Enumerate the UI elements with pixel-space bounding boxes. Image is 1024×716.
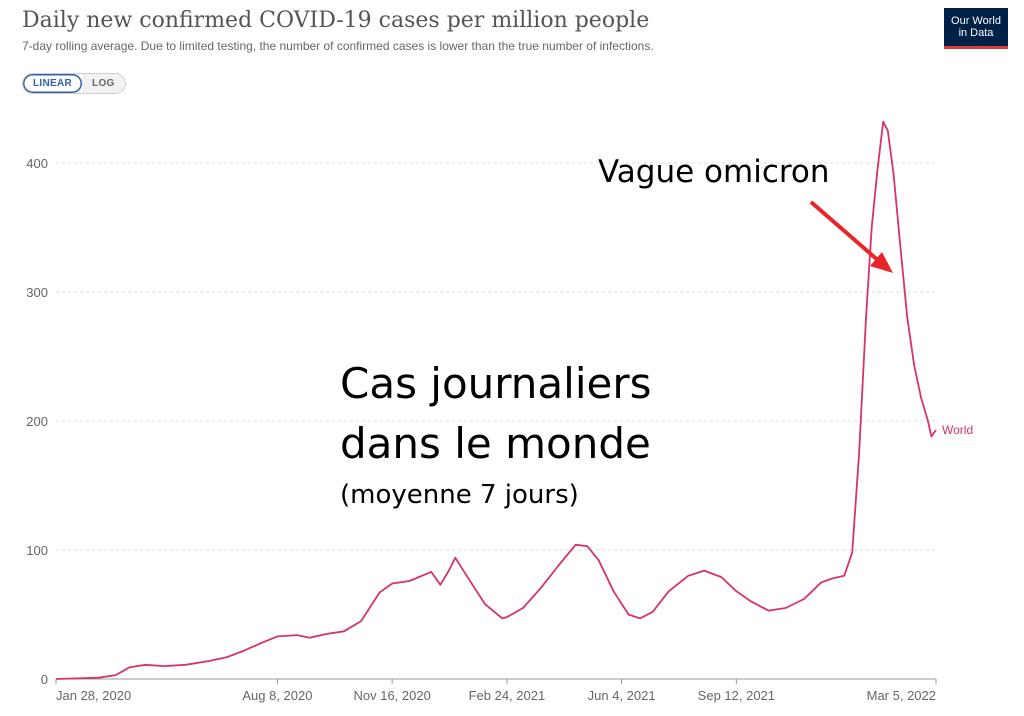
owid-logo[interactable]: Our World in Data bbox=[944, 8, 1008, 49]
x-tick-label: Feb 24, 2021 bbox=[469, 688, 546, 703]
x-tick-label: Jan 28, 2020 bbox=[56, 688, 131, 703]
logo-line1: Our World bbox=[951, 15, 1001, 27]
y-tick-label: 0 bbox=[41, 672, 48, 687]
omicron-arrow-shaft bbox=[809, 200, 882, 264]
y-tick-label: 300 bbox=[26, 285, 48, 300]
y-tick-label: 400 bbox=[26, 156, 48, 171]
linear-scale-button[interactable]: LINEAR bbox=[23, 74, 83, 93]
series-line-world[interactable] bbox=[55, 120, 937, 680]
x-axis-ticks: Jan 28, 2020 Aug 8, 2020 Nov 16, 2020 Feb 2… bbox=[55, 679, 937, 703]
log-scale-button[interactable]: LOG bbox=[82, 74, 125, 93]
y-tick-label: 200 bbox=[26, 414, 48, 429]
x-tick-label: Mar 5, 2022 bbox=[867, 688, 936, 703]
series-layer: World bbox=[55, 120, 973, 680]
grid-lines bbox=[56, 162, 936, 551]
logo-line2: in Data bbox=[958, 27, 994, 39]
x-tick-label: Sep 12, 2021 bbox=[698, 688, 775, 703]
x-tick-label: Aug 8, 2020 bbox=[242, 688, 312, 703]
y-axis-ticks: 0 100 200 300 400 bbox=[26, 156, 48, 687]
omicron-annotation: Vague omicron bbox=[598, 154, 830, 190]
x-tick-label: Jun 4, 2021 bbox=[588, 688, 656, 703]
main-annotation-line3: (moyenne 7 jours) bbox=[340, 480, 579, 510]
x-tick-label: Nov 16, 2020 bbox=[353, 688, 430, 703]
omicron-arrow-head bbox=[870, 252, 893, 273]
y-tick-label: 100 bbox=[26, 543, 48, 558]
chart-title: Daily new confirmed COVID-19 cases per m… bbox=[22, 8, 650, 33]
main-annotation-line2: dans le monde bbox=[340, 419, 651, 468]
main-annotation-line1: Cas journaliers bbox=[340, 359, 652, 408]
chart-subtitle: 7-day rolling average. Due to limited te… bbox=[22, 39, 654, 53]
scale-toggle: LINEAR LOG bbox=[22, 73, 126, 94]
series-label-world[interactable]: World bbox=[942, 423, 973, 437]
